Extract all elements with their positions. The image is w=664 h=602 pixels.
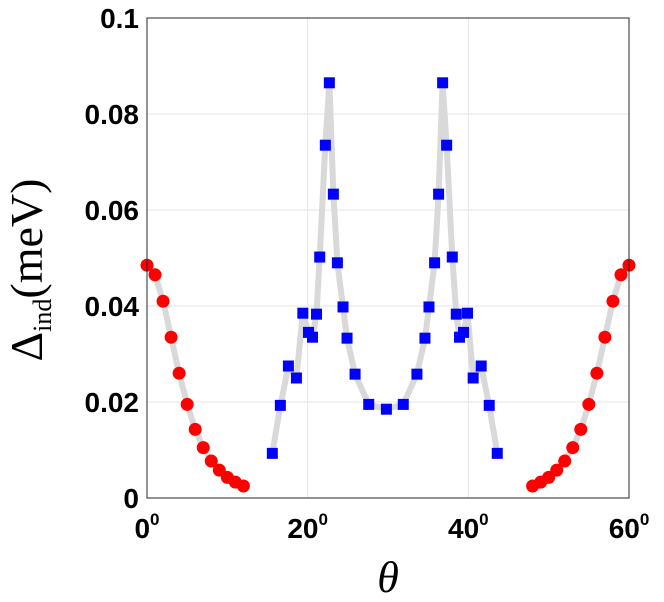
y-tick-label: 0.1 [100,3,139,34]
y-axis-label-subscript: ind [28,299,57,332]
data-point-square [274,399,286,411]
data-point-circle [148,268,162,282]
data-point-square [319,139,331,151]
data-point-circle [558,454,572,468]
data-point-circle [614,268,628,282]
data-point-circle [156,294,170,308]
data-point-square [411,368,423,380]
data-point-square [467,372,479,384]
data-point-square [297,307,309,319]
data-markers [140,77,636,493]
y-tick-label: 0.08 [85,99,140,130]
y-axis-label: Δind(meV) [1,179,57,362]
y-axis-label-unit: (meV) [1,179,52,299]
data-point-circle [172,366,186,380]
data-point-square [266,447,278,459]
y-tick-label: 0.02 [85,387,140,418]
x-tick-label-degree: 0 [150,510,159,529]
data-point-square [423,301,435,313]
x-tick-label: 200 [287,510,328,544]
y-axis-label-symbol: Δ [1,332,52,362]
y-tick-label: 0.06 [85,195,140,226]
data-point-square [311,308,323,320]
x-axis-label: θ [377,553,399,602]
data-point-square [462,307,474,319]
data-point-square [458,326,470,338]
data-point-circle [598,330,612,344]
svg-text:Δind(meV): Δind(meV) [1,179,57,362]
data-point-square [441,139,453,151]
data-point-square [446,251,458,263]
x-tick-label-degree: 0 [319,510,328,529]
y-tick-label: 0 [123,483,139,514]
data-point-square [483,399,495,411]
x-tick-label-value: 0 [134,513,150,544]
data-point-circle [574,422,588,436]
data-point-square [337,301,349,313]
plot-background [147,18,629,498]
data-point-circle [164,330,178,344]
data-point-square [429,257,441,269]
data-point-square [433,188,445,200]
data-point-square [306,331,318,343]
data-point-square [323,77,335,89]
data-point-square [282,360,294,372]
data-point-square [397,398,409,410]
y-tick-label: 0.04 [85,291,140,322]
data-point-circle [606,294,620,308]
data-point-circle [204,454,218,468]
data-point-square [419,332,431,344]
data-point-circle [590,366,604,380]
y-tick-labels: 0 0.02 0.04 0.06 0.08 0.1 [85,3,140,514]
data-point-square [380,403,392,415]
data-point-square [290,372,302,384]
data-point-square [327,188,339,200]
data-point-square [475,360,487,372]
data-point-square [437,77,449,89]
x-tick-label-degree: 0 [479,510,488,529]
x-tick-label: 00 [134,510,159,544]
x-tick-label-value: 60 [609,513,640,544]
data-point-square [349,368,361,380]
x-tick-label-value: 40 [448,513,479,544]
x-tick-label-degree: 0 [640,510,649,529]
data-point-square [314,251,326,263]
plot-frame [146,17,630,499]
data-point-circle [180,397,194,411]
x-tick-label: 400 [448,510,489,544]
data-point-square [331,257,343,269]
data-point-circle [550,463,564,477]
x-tick-labels: 00 200 400 600 [134,510,649,544]
data-point-circle [196,441,210,455]
data-point-circle [188,422,202,436]
data-point-circle [582,397,596,411]
data-point-square [491,447,503,459]
data-point-square [363,398,375,410]
data-point-circle [236,479,250,493]
data-point-square [450,308,462,320]
grid [147,18,629,498]
x-tick-label-value: 20 [287,513,318,544]
data-point-square [341,332,353,344]
data-point-circle [566,441,580,455]
x-tick-label: 600 [609,510,650,544]
